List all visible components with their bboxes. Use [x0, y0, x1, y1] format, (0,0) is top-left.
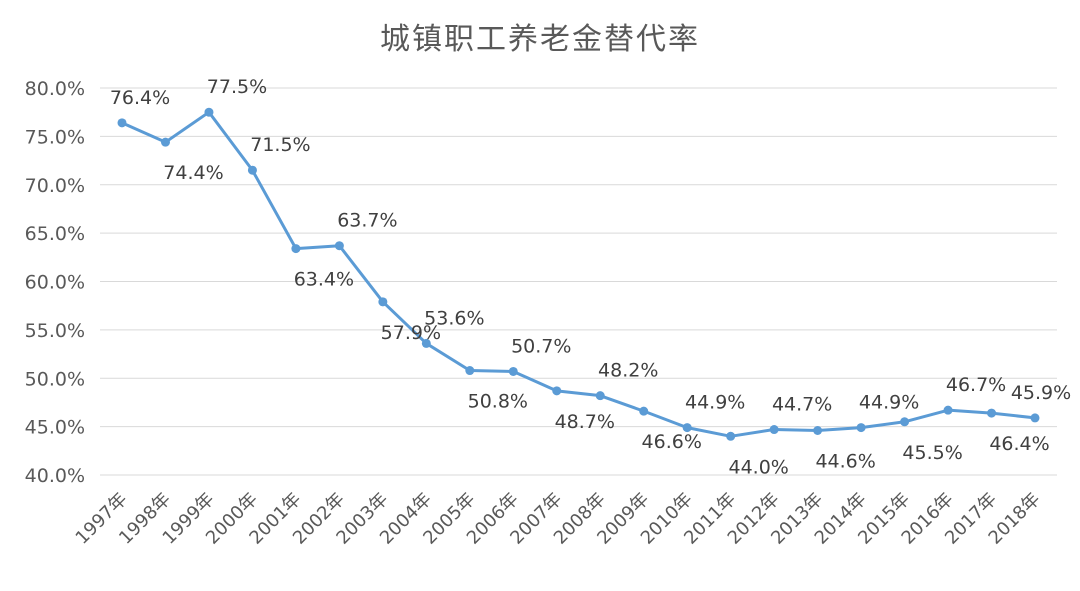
data-label: 77.5% [207, 76, 267, 98]
data-point [943, 405, 953, 415]
data-point [204, 107, 214, 117]
data-label: 71.5% [250, 134, 310, 156]
data-point [247, 165, 257, 175]
data-label: 74.4% [163, 162, 223, 184]
data-point [378, 297, 388, 307]
data-point [900, 417, 910, 427]
data-label: 63.7% [337, 210, 397, 232]
data-point [726, 431, 736, 441]
data-point [552, 386, 562, 396]
y-tick-label: 55.0% [25, 320, 85, 342]
data-point [856, 423, 866, 433]
x-axis-ticks: 1997年1998年1999年2000年2001年2002年2003年2004年… [72, 489, 1045, 549]
data-label: 44.6% [815, 450, 875, 472]
data-label: 44.9% [859, 392, 919, 414]
data-label: 46.6% [642, 431, 702, 453]
data-point [465, 366, 475, 376]
data-label: 44.9% [685, 392, 745, 414]
data-label: 76.4% [110, 87, 170, 109]
data-labels: 76.4% 74.4% 77.5% 71.5% 63.4% 63.7% 57.9%53.6%… [110, 76, 1071, 478]
data-point [334, 241, 344, 251]
data-label: 53.6% [424, 307, 484, 329]
data-label: 44.0% [728, 456, 788, 478]
y-tick-label: 60.0% [25, 272, 85, 294]
data-point [987, 408, 997, 418]
data-label: 44.7% [772, 394, 832, 416]
data-label: 57.9% [381, 322, 441, 344]
data-label: 50.7% [511, 335, 571, 357]
data-point [508, 366, 518, 376]
data-point [291, 244, 301, 254]
y-tick-label: 65.0% [25, 223, 85, 245]
data-label: 45.9% [1011, 382, 1071, 404]
series-layer [121, 110, 1036, 438]
y-tick-label: 75.0% [25, 126, 85, 148]
y-tick-label: 80.0% [25, 78, 85, 100]
y-tick-label: 45.0% [25, 417, 85, 439]
data-point [421, 338, 431, 348]
data-label: 46.7% [946, 374, 1006, 396]
data-point [639, 406, 649, 416]
data-label: 45.5% [902, 442, 962, 464]
data-point [117, 118, 127, 128]
series-line [121, 110, 1036, 438]
data-point [682, 423, 692, 433]
data-label: 63.4% [294, 269, 354, 291]
grid-layer [100, 87, 1057, 476]
chart-title: 城镇职工养老金替代率 [380, 22, 700, 57]
y-tick-label: 40.0% [25, 465, 85, 487]
data-point [813, 425, 823, 435]
data-label: 48.7% [555, 411, 615, 433]
data-point [1030, 413, 1040, 423]
data-label: 46.4% [989, 433, 1049, 455]
y-tick-label: 70.0% [25, 175, 85, 197]
data-point [160, 137, 170, 147]
data-point [595, 391, 605, 401]
y-tick-label: 50.0% [25, 368, 85, 390]
points-layer [117, 107, 1040, 441]
data-label: 50.8% [468, 391, 528, 413]
data-point [769, 425, 779, 435]
y-axis-ticks: 40.0% 45.0% 50.0% 55.0% 60.0% 65.0% 70.0% 75.0%… [25, 78, 85, 487]
data-label: 48.2% [598, 360, 658, 382]
